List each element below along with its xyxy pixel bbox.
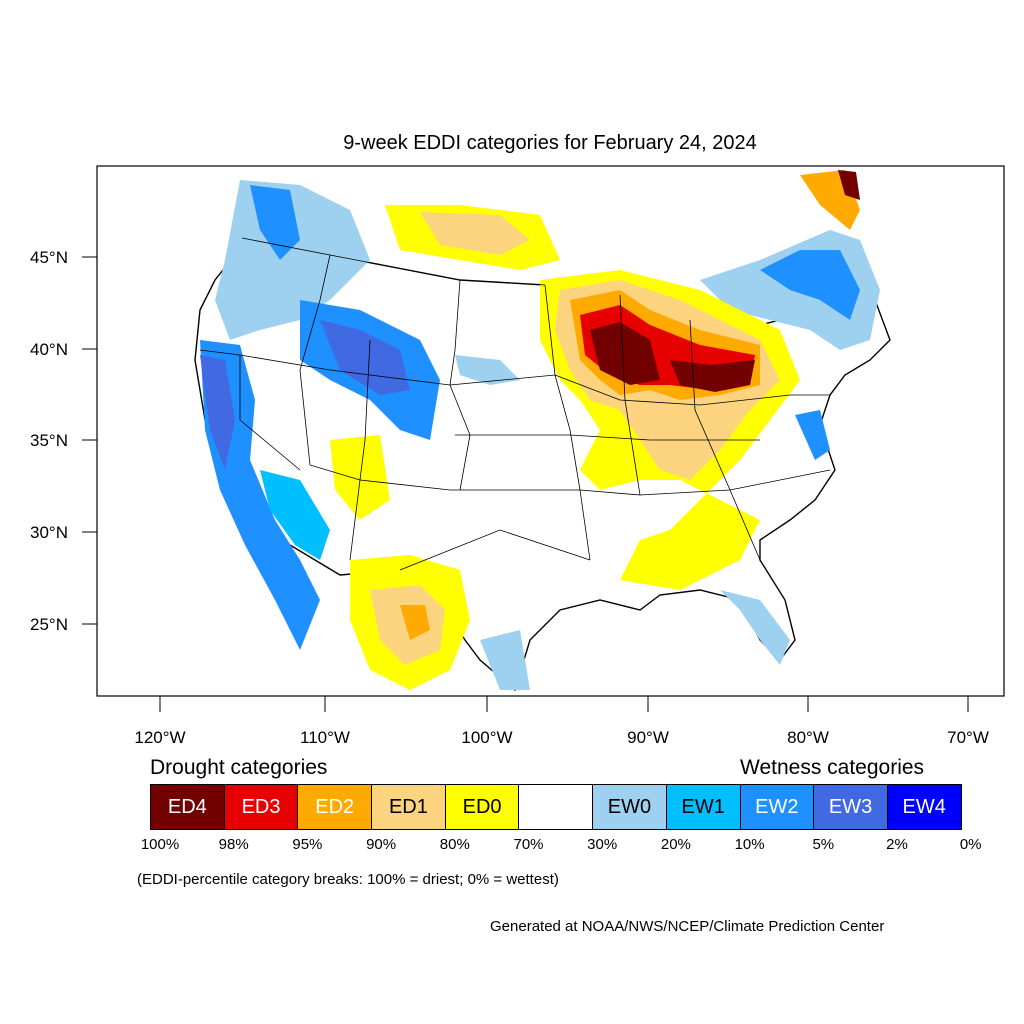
wetness-heading: Wetness categories <box>740 756 925 779</box>
lon-label-110: 110°W <box>300 728 350 747</box>
map-title: 9-week EDDI categories for February 24, … <box>343 132 757 154</box>
wet-northeast-core <box>760 250 860 320</box>
break-label: 80% <box>439 836 470 853</box>
legend-cell-ed1: ED1 <box>371 784 445 830</box>
lat-label-40: 40°N <box>30 340 68 359</box>
break-label: 20% <box>660 836 691 853</box>
legend-cell-ew1: EW1 <box>665 784 740 830</box>
lat-label-25: 25°N <box>30 615 68 634</box>
drought-heading: Drought categories <box>150 756 328 779</box>
credit-text: Generated at NOAA/NWS/NCEP/Climate Predi… <box>490 918 885 935</box>
legend-cell-ew0: EW0 <box>592 784 666 830</box>
legend-cell-ed4: ED4 <box>150 784 224 830</box>
wet-tx-gulf <box>480 630 530 690</box>
wet-plains <box>455 355 520 385</box>
lon-label-80: 80°W <box>787 728 829 747</box>
lat-label-35: 35°N <box>30 431 68 450</box>
dry-michigan-ed4 <box>670 360 755 392</box>
lat-label-30: 30°N <box>30 523 68 542</box>
dry-north-plains-ed1 <box>420 212 530 255</box>
wet-florida <box>720 590 790 665</box>
break-label: 0% <box>959 836 982 853</box>
legend-cell-neutral <box>518 784 593 830</box>
lon-label-100: 100°W <box>461 728 512 747</box>
break-label: 5% <box>812 836 835 853</box>
dry-east-ed4 <box>590 322 660 385</box>
break-label: 100% <box>140 836 180 853</box>
map-frame <box>96 165 1005 697</box>
eddi-map: 45°N 40°N 35°N 30°N 25°N 120°W 110°W 100… <box>30 165 1005 747</box>
legend-cell-ed0: ED0 <box>444 784 519 830</box>
lon-label-120: 120°W <box>134 728 185 747</box>
legend-cell-ew3: EW3 <box>813 784 887 830</box>
break-label: 95% <box>292 836 323 853</box>
wet-idaho <box>250 185 300 260</box>
lat-label-45: 45°N <box>30 248 68 267</box>
longitude-axis <box>159 696 969 712</box>
break-label: 98% <box>218 836 249 853</box>
wet-mid-atlantic <box>795 410 830 460</box>
percentile-breaks: 100% 98% 95% 90% 80% 70% 30% 20% 10% 5% 2% 0% <box>0 836 1024 856</box>
lon-label-70: 70°W <box>947 728 989 747</box>
break-label: 90% <box>366 836 397 853</box>
category-note: (EDDI-percentile category breaks: 100% =… <box>137 871 559 888</box>
wet-rockies-deep <box>320 320 410 395</box>
dry-canada-east-ed4 <box>838 170 860 200</box>
legend-cell-ed3: ED3 <box>223 784 298 830</box>
wet-pacific-nw <box>215 180 370 340</box>
break-label: 70% <box>513 836 544 853</box>
legend-cell-ew4: EW4 <box>886 784 962 830</box>
break-label: 10% <box>734 836 765 853</box>
dry-tx-nm-ed2 <box>400 605 430 640</box>
latitude-axis <box>82 256 97 625</box>
wet-west-coast-deep <box>200 355 235 470</box>
category-legend: ED4 ED3 ED2 ED1 ED0 EW0 EW1 EW2 EW3 EW4 <box>150 784 962 830</box>
state-boundaries <box>199 237 831 571</box>
wet-sw <box>260 470 330 560</box>
lon-label-90: 90°W <box>627 728 669 747</box>
break-label: 30% <box>587 836 618 853</box>
break-label: 2% <box>886 836 908 853</box>
legend-cell-ed2: ED2 <box>297 784 372 830</box>
legend-cell-ew2: EW2 <box>739 784 814 830</box>
map-content <box>194 170 891 692</box>
